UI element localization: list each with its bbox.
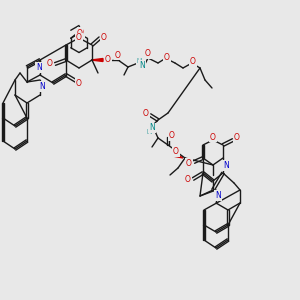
Text: O: O bbox=[77, 29, 83, 38]
Text: N: N bbox=[139, 61, 145, 70]
Text: O: O bbox=[210, 133, 216, 142]
Text: N: N bbox=[36, 63, 42, 72]
Text: O: O bbox=[47, 59, 53, 68]
Text: O: O bbox=[76, 79, 82, 88]
Text: O: O bbox=[185, 176, 191, 184]
Text: O: O bbox=[101, 32, 107, 41]
Text: O: O bbox=[186, 158, 192, 167]
Text: O: O bbox=[105, 56, 111, 64]
Text: O: O bbox=[169, 131, 175, 140]
Text: N: N bbox=[215, 191, 221, 200]
Text: N: N bbox=[39, 82, 45, 91]
Text: O: O bbox=[190, 58, 196, 67]
Text: O: O bbox=[145, 50, 151, 58]
Text: O: O bbox=[76, 34, 82, 43]
Text: H: H bbox=[146, 129, 152, 135]
Text: O: O bbox=[143, 109, 149, 118]
Text: O: O bbox=[78, 28, 84, 37]
Text: N: N bbox=[149, 124, 155, 133]
Text: H: H bbox=[136, 58, 142, 64]
Polygon shape bbox=[91, 58, 103, 61]
Text: O: O bbox=[234, 134, 240, 142]
Polygon shape bbox=[175, 154, 183, 158]
Text: N: N bbox=[223, 161, 229, 170]
Text: O: O bbox=[115, 50, 121, 59]
Text: O: O bbox=[173, 148, 179, 157]
Text: O: O bbox=[164, 52, 170, 62]
